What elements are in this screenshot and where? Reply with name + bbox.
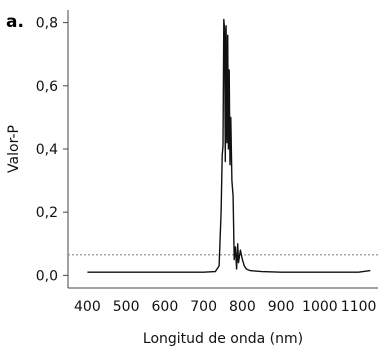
y-tick-label: 0,0 [36, 268, 58, 284]
y-tick-label: 0,4 [36, 142, 58, 158]
series-layer [87, 18, 371, 273]
y-tick-label: 0,2 [36, 205, 58, 221]
x-tick-label: 800 [229, 299, 256, 315]
y-axis-ticks: 0,0 0,2 0,4 0,6 0,8 [36, 16, 68, 284]
x-axis-title: Longitud de onda (nm) [143, 331, 303, 347]
x-axis-ticks: 400 500 600 700 800 900 1000 1100 [74, 299, 376, 315]
x-tick-label: 1100 [341, 299, 377, 315]
y-tick-label: 0,8 [36, 16, 58, 32]
x-tick-label: 600 [152, 299, 179, 315]
x-tick-label: 400 [74, 299, 101, 315]
x-tick-label: 1000 [302, 299, 338, 315]
panel-label: a. [6, 12, 24, 32]
x-tick-label: 700 [190, 299, 217, 315]
series-line [87, 18, 371, 273]
x-tick-label: 500 [113, 299, 140, 315]
y-tick-label: 0,6 [36, 79, 58, 95]
x-tick-label: 900 [268, 299, 295, 315]
y-axis-title: Valor-P [6, 125, 22, 173]
